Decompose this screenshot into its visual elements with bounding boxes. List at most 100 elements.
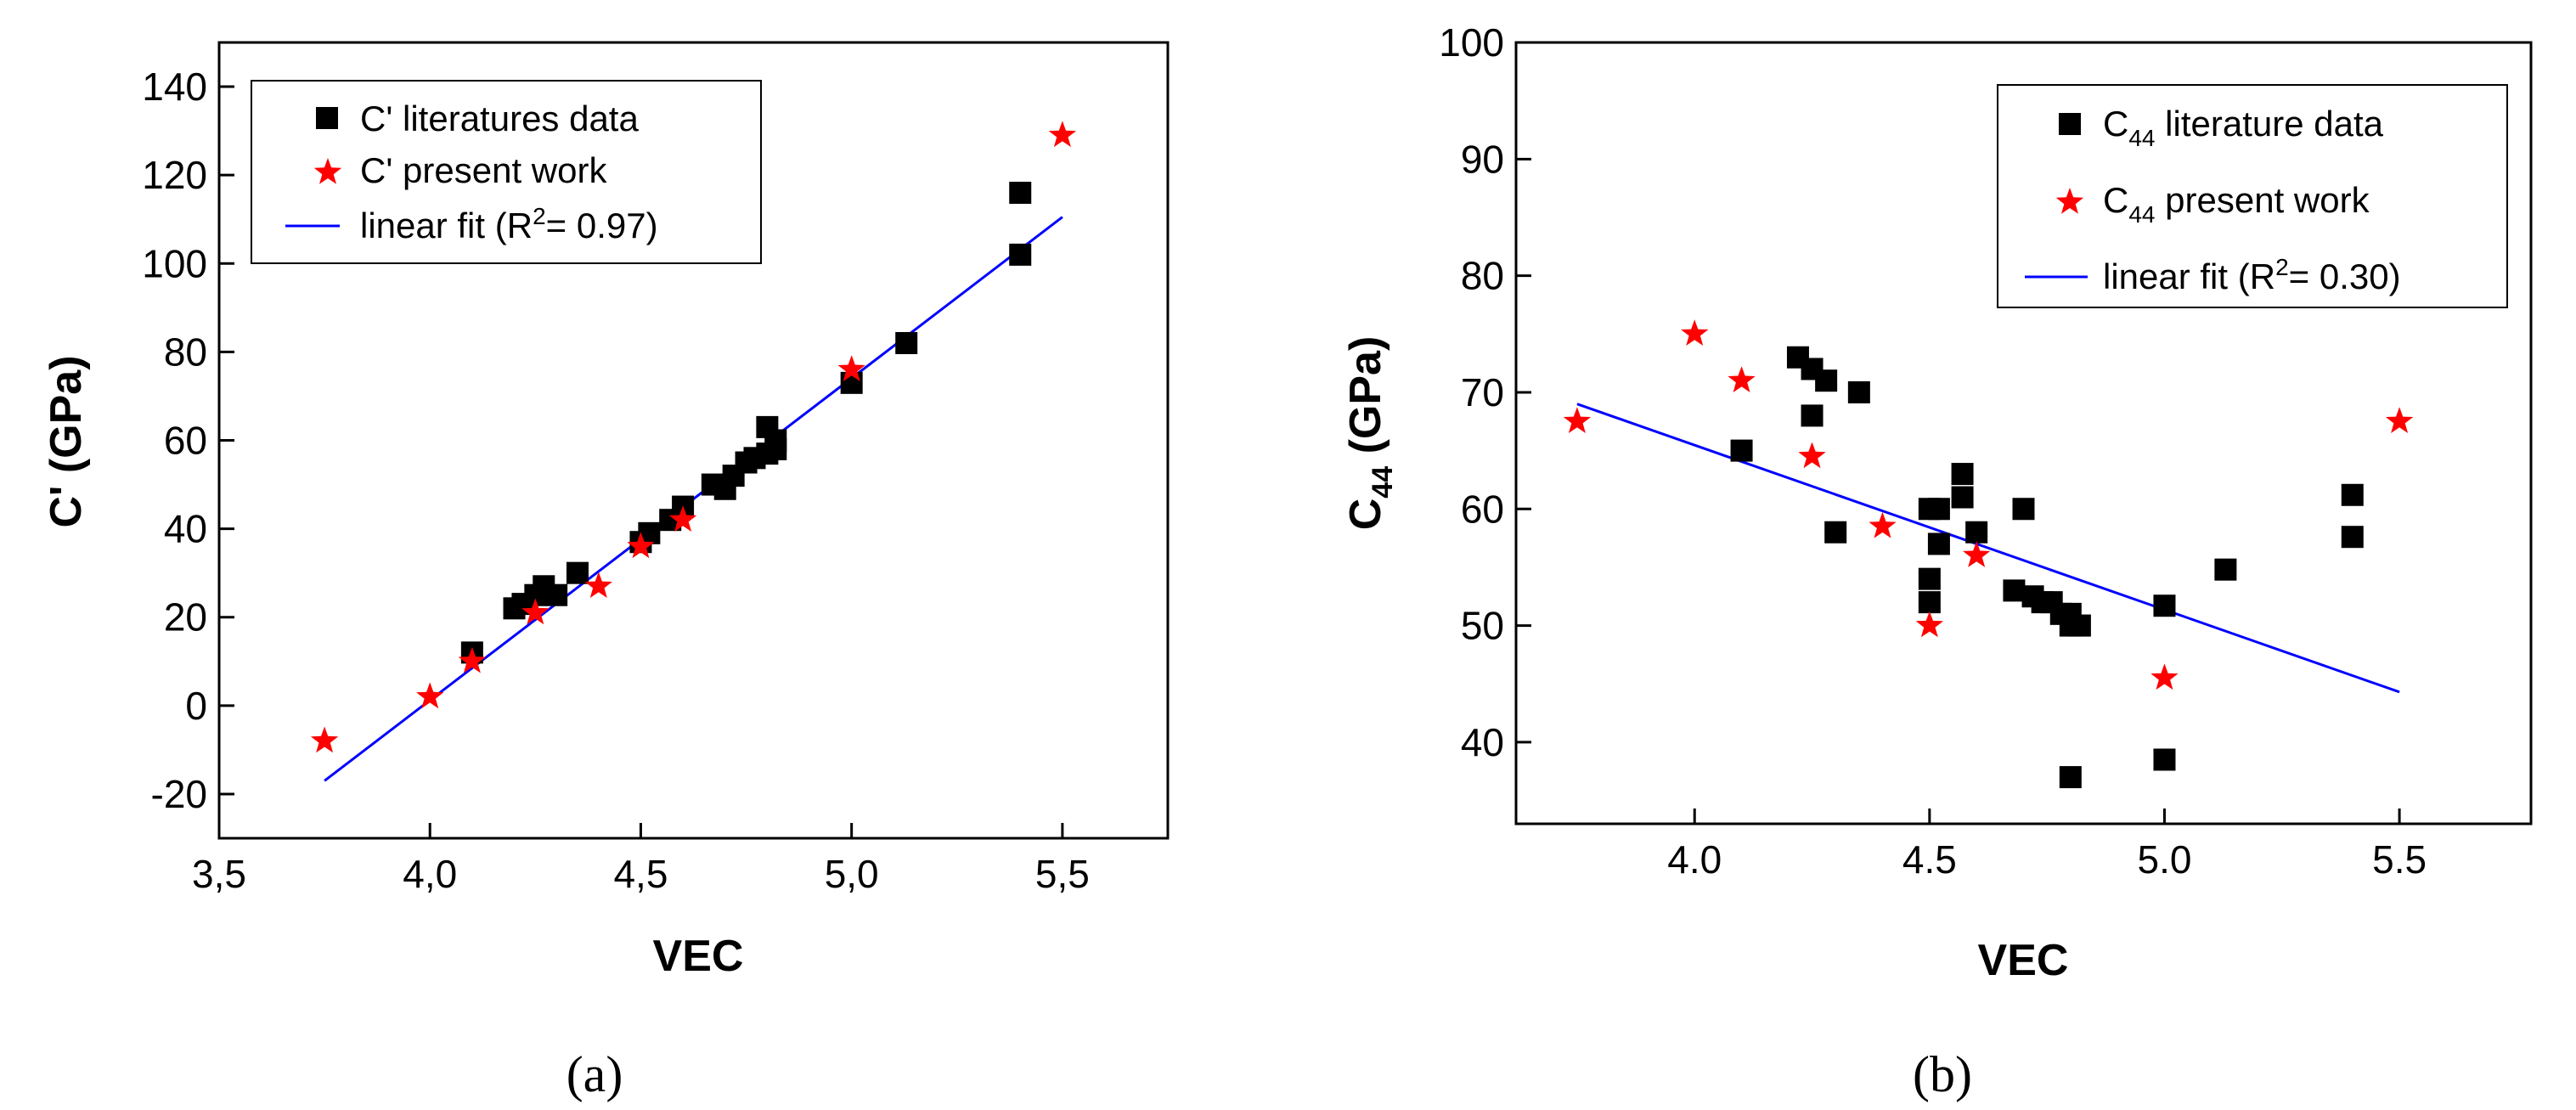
present-work-point bbox=[521, 598, 550, 625]
chart-a-ytick-label: 0 bbox=[185, 684, 207, 728]
legend-b-square-marker bbox=[2059, 113, 2081, 135]
chart-b-xtick-label: 5.5 bbox=[2372, 837, 2427, 882]
chart-a-axes: 3,5 4,0 4,5 5,0 5,5 -20 0 20 40 60 80 100 120 140 bbox=[142, 65, 1090, 896]
chart-b-ytick-label: 70 bbox=[1461, 370, 1504, 414]
legend-a-literature: C' literatures data bbox=[360, 99, 639, 138]
chart-b-xtick-label: 4.5 bbox=[1902, 837, 1957, 882]
legend-b-star bbox=[2055, 188, 2084, 214]
chart-a: 3,5 4,0 4,5 5,0 5,5 -20 0 20 40 60 80 100 120 140 C' … bbox=[42, 41, 1170, 1102]
literature-point bbox=[2003, 579, 2026, 602]
chart-b-axes: 4.0 4.5 5.0 5.5 40 50 60 70 80 90 100 bbox=[1439, 20, 2427, 882]
present-work-point bbox=[458, 646, 486, 673]
chart-a-ytick-label: 80 bbox=[164, 330, 207, 374]
chart-b-ytick-label: 90 bbox=[1461, 137, 1504, 181]
literature-point bbox=[566, 561, 589, 584]
literature-point bbox=[1801, 404, 1823, 427]
legend-a-present: C' present work bbox=[360, 150, 607, 190]
literature-point bbox=[1815, 369, 1838, 392]
present-work-point bbox=[1048, 121, 1077, 148]
chart-a-legend: C' literatures data C' present work line… bbox=[251, 80, 762, 264]
chart-b-xlabel: VEC bbox=[1978, 936, 2069, 985]
legend-a-star-marker bbox=[313, 158, 342, 184]
present-work-point bbox=[2150, 663, 2179, 690]
legend-b-star-marker bbox=[2055, 188, 2084, 214]
chart-a-xtick-label: 3,5 bbox=[192, 852, 246, 896]
literature-point bbox=[2341, 526, 2364, 549]
present-work-point bbox=[627, 532, 655, 559]
legend-a-fit: linear fit (R2= 0.97) bbox=[360, 203, 658, 245]
literature-point bbox=[1918, 567, 1941, 590]
chart-a-ytick-label: 20 bbox=[164, 595, 207, 640]
literature-point bbox=[1847, 380, 1870, 403]
chart-a-xtick-label: 4,0 bbox=[403, 852, 457, 896]
present-work-point bbox=[1728, 366, 1756, 392]
literature-point bbox=[1965, 521, 1988, 544]
chart-a-ylabel: C' (GPa) bbox=[42, 355, 91, 527]
literature-point bbox=[2153, 748, 2176, 771]
literature-point bbox=[1730, 439, 1753, 462]
present-work-point bbox=[1963, 541, 1991, 567]
chart-b-frame bbox=[1514, 41, 2533, 825]
legend-a-star bbox=[313, 158, 342, 184]
legend-a-square-marker bbox=[316, 107, 338, 129]
chart-b: 4.0 4.5 5.0 5.5 40 50 60 70 80 90 100 C44 literatu… bbox=[1341, 20, 2533, 1102]
literature-point bbox=[1951, 463, 1974, 486]
chart-a-xtick-label: 5,0 bbox=[825, 852, 879, 896]
present-work-point bbox=[1915, 611, 1943, 638]
legend-b-present: C44 present work bbox=[2103, 180, 2370, 228]
literature-point bbox=[2068, 614, 2091, 637]
legend-b-literature: C44 literature data bbox=[2103, 104, 2384, 151]
literature-point bbox=[895, 331, 918, 354]
literature-point bbox=[1009, 243, 1032, 266]
chart-a-ytick-label: 40 bbox=[164, 507, 207, 551]
chart-b-xtick-label: 5.0 bbox=[2137, 837, 2191, 882]
literature-point bbox=[2012, 498, 2035, 521]
chart-a-xlabel: VEC bbox=[653, 932, 744, 981]
literature-point bbox=[1927, 498, 1950, 521]
chart-a-caption: (a) bbox=[566, 1046, 623, 1102]
literature-point bbox=[764, 429, 787, 452]
present-work-point bbox=[584, 572, 612, 598]
literature-point bbox=[2059, 766, 2082, 789]
present-work-point bbox=[837, 355, 865, 381]
chart-b-caption: (b) bbox=[1913, 1046, 1972, 1102]
present-work-point bbox=[1681, 319, 1709, 346]
chart-a-ytick-label: 140 bbox=[142, 65, 207, 109]
present-work-point bbox=[1563, 407, 1592, 433]
present-work-point bbox=[416, 682, 444, 709]
chart-b-ytick-label: 40 bbox=[1461, 720, 1504, 764]
literature-point bbox=[2214, 558, 2237, 581]
chart-a-xtick-label: 5,5 bbox=[1035, 852, 1090, 896]
chart-b-legend: C44 literature data C44 present work lin… bbox=[1997, 84, 2508, 308]
chart-b-ytick-label: 100 bbox=[1439, 20, 1504, 65]
literature-point bbox=[1927, 532, 1950, 555]
chart-b-ytick-label: 80 bbox=[1461, 254, 1504, 298]
literature-point bbox=[1824, 521, 1847, 544]
chart-a-ytick-label: 100 bbox=[142, 241, 207, 285]
chart-b-ylabel: C44 (GPa) bbox=[1341, 336, 1399, 531]
literature-point bbox=[1009, 181, 1032, 204]
present-work-point bbox=[668, 505, 697, 532]
chart-b-legend-box bbox=[1997, 84, 2508, 308]
literature-point bbox=[2341, 483, 2364, 506]
chart-b-points bbox=[1563, 319, 2414, 789]
chart-b-fit-line-path bbox=[1576, 403, 2400, 694]
chart-a-ytick-label: 60 bbox=[164, 419, 207, 463]
literature-point bbox=[2153, 594, 2176, 617]
literature-point bbox=[545, 583, 568, 606]
present-work-point bbox=[310, 726, 339, 753]
present-work-point bbox=[1798, 442, 1826, 469]
legend-b-fit: linear fit (R2= 0.30) bbox=[2103, 254, 2401, 296]
chart-b-ytick-label: 50 bbox=[1461, 604, 1504, 648]
literature-point bbox=[1951, 486, 1974, 509]
present-work-point bbox=[1869, 511, 1897, 538]
literature-point bbox=[1918, 591, 1941, 614]
chart-a-xtick-label: 4,5 bbox=[613, 852, 668, 896]
chart-b-ytick-label: 60 bbox=[1461, 487, 1504, 531]
chart-a-ytick-label: -20 bbox=[151, 772, 207, 816]
present-work-point bbox=[2385, 407, 2414, 433]
chart-b-fit-line bbox=[1576, 403, 2400, 694]
chart-a-ytick-label: 120 bbox=[142, 153, 207, 197]
chart-b-xtick-label: 4.0 bbox=[1667, 837, 1722, 882]
